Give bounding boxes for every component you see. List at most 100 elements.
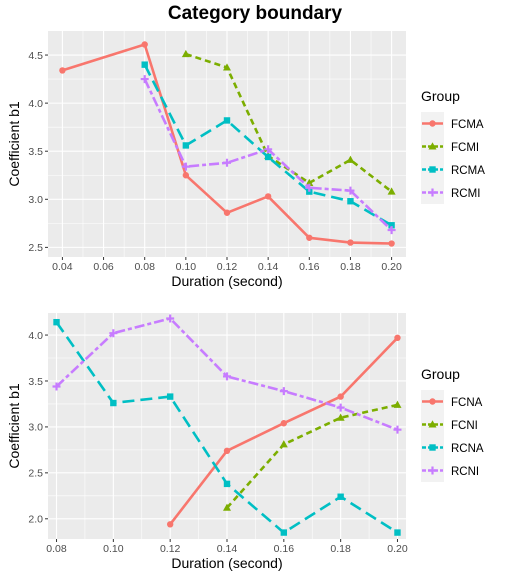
series-rcna bbox=[53, 318, 401, 536]
data-point-rcma bbox=[347, 198, 354, 205]
y-tick-label: 3.0 bbox=[28, 422, 43, 434]
x-axis-title: Duration (second) bbox=[171, 273, 282, 289]
data-point-rcna bbox=[337, 493, 344, 500]
data-point-fcmi bbox=[305, 178, 314, 186]
x-tick-label: 0.18 bbox=[340, 261, 361, 273]
data-point-fcna bbox=[166, 521, 174, 528]
y-tick-label: 4.0 bbox=[28, 98, 43, 110]
data-point-rcmi bbox=[140, 75, 149, 84]
legend-title: Group bbox=[421, 366, 460, 382]
data-point-fcma bbox=[388, 240, 395, 247]
data-point-rcna bbox=[394, 529, 401, 536]
data-point-fcma bbox=[182, 172, 190, 179]
data-point-rcma bbox=[264, 153, 272, 161]
x-tick-label: 0.14 bbox=[258, 261, 279, 273]
data-point-fcma bbox=[141, 41, 148, 48]
legend-label: FCNA bbox=[451, 397, 483, 409]
legend-key-marker bbox=[429, 398, 436, 405]
data-point-rcna bbox=[110, 399, 117, 407]
x-tick-label: 0.04 bbox=[52, 261, 73, 273]
legend-key-marker bbox=[428, 420, 437, 428]
legend-label: FCMA bbox=[451, 119, 484, 131]
legend-key-marker bbox=[429, 120, 436, 127]
y-tick-label: 3.5 bbox=[28, 376, 43, 388]
y-tick-label: 3.5 bbox=[28, 146, 43, 158]
bottom-panel: 0.08 0.10 0.12 0.14 0.16 0.18 0.20 2.0 2.5 3.0 3.5… bbox=[6, 313, 484, 571]
legend-key-marker bbox=[428, 142, 437, 150]
bottom-legend: Group FCNA FCNI RCNA RCNI bbox=[421, 366, 484, 482]
y-tick-label: 4.5 bbox=[28, 50, 43, 62]
y-tick-label: 2.5 bbox=[28, 468, 43, 480]
x-tick-label: 0.14 bbox=[217, 543, 238, 555]
data-point-fcmi bbox=[223, 63, 231, 71]
chart-title: Category boundary bbox=[168, 3, 343, 24]
data-point-fcmi bbox=[387, 187, 396, 195]
x-tick-label: 0.16 bbox=[274, 543, 295, 555]
data-point-fcma bbox=[306, 234, 313, 241]
x-tick-label: 0.08 bbox=[46, 543, 67, 555]
series-fcna bbox=[166, 334, 401, 528]
data-point-rcni bbox=[393, 425, 402, 434]
data-point-fcni bbox=[336, 413, 345, 421]
legend-key-marker bbox=[428, 188, 437, 197]
legend-key-marker bbox=[429, 444, 436, 451]
x-tick-label: 0.06 bbox=[93, 261, 114, 273]
x-tick-label: 0.20 bbox=[381, 261, 402, 273]
data-point-rcni bbox=[336, 403, 345, 412]
series-line-fcma bbox=[62, 43, 392, 245]
x-axis-title: Duration (second) bbox=[171, 555, 282, 571]
data-point-rcma bbox=[223, 117, 231, 124]
data-point-rcmi bbox=[346, 186, 355, 195]
series-line-fcmi bbox=[185, 52, 393, 193]
legend-label: FCMI bbox=[451, 142, 479, 154]
legend-key-marker bbox=[428, 466, 437, 475]
y-tick-label: 3.0 bbox=[28, 194, 43, 206]
data-point-fcna bbox=[280, 420, 288, 427]
series-fcni bbox=[223, 400, 402, 511]
data-point-fcma bbox=[223, 209, 231, 216]
data-point-rcna bbox=[166, 393, 174, 400]
data-point-fcmi bbox=[181, 49, 190, 58]
data-point-rcmi bbox=[181, 162, 190, 171]
data-point-fcmi bbox=[346, 155, 355, 163]
data-point-rcni bbox=[223, 372, 231, 381]
data-point-rcni bbox=[279, 387, 288, 396]
y-axis-title: Coefficient b1 bbox=[6, 383, 22, 469]
x-tick-label: 0.12 bbox=[217, 261, 238, 273]
x-tick-label: 0.16 bbox=[299, 261, 320, 273]
data-point-rcni bbox=[166, 314, 175, 323]
legend-label: RCMA bbox=[451, 165, 485, 177]
legend-title: Group bbox=[421, 88, 460, 104]
data-point-fcni bbox=[279, 440, 288, 448]
top-panel: 0.04 0.06 0.08 0.10 0.12 0.14 0.16 0.18 0.20 2.5 3… bbox=[6, 31, 485, 289]
data-point-rcna bbox=[53, 318, 60, 326]
series-rcni bbox=[52, 314, 402, 434]
y-tick-label: 2.0 bbox=[28, 514, 43, 526]
data-point-rcma bbox=[182, 142, 190, 149]
x-tick-label: 0.20 bbox=[387, 543, 408, 555]
y-tick-label: 2.5 bbox=[28, 242, 43, 254]
data-point-fcma bbox=[347, 239, 354, 246]
data-point-rcni bbox=[52, 382, 61, 391]
data-point-rcni bbox=[109, 329, 118, 338]
data-point-rcmi bbox=[387, 226, 396, 235]
x-tick-label: 0.18 bbox=[330, 543, 351, 555]
top-legend: Group FCMA FCMI RCMA RCMI bbox=[421, 88, 485, 204]
legend-label: FCNI bbox=[451, 420, 478, 432]
legend-label: RCNI bbox=[451, 466, 479, 478]
data-point-rcma bbox=[141, 61, 148, 68]
data-point-rcmi bbox=[305, 183, 314, 192]
series-fcma bbox=[59, 41, 395, 247]
data-point-fcni bbox=[223, 503, 231, 511]
data-point-rcna bbox=[223, 480, 231, 488]
x-tick-label: 0.08 bbox=[134, 261, 155, 273]
x-tick-label: 0.10 bbox=[176, 261, 197, 273]
data-point-rcna bbox=[280, 529, 288, 536]
data-point-fcni bbox=[393, 400, 402, 408]
legend-key-marker bbox=[429, 166, 436, 173]
data-point-fcma bbox=[264, 193, 272, 200]
data-point-fcna bbox=[223, 447, 231, 455]
data-point-fcna bbox=[337, 393, 344, 400]
data-point-rcmi bbox=[223, 158, 231, 167]
